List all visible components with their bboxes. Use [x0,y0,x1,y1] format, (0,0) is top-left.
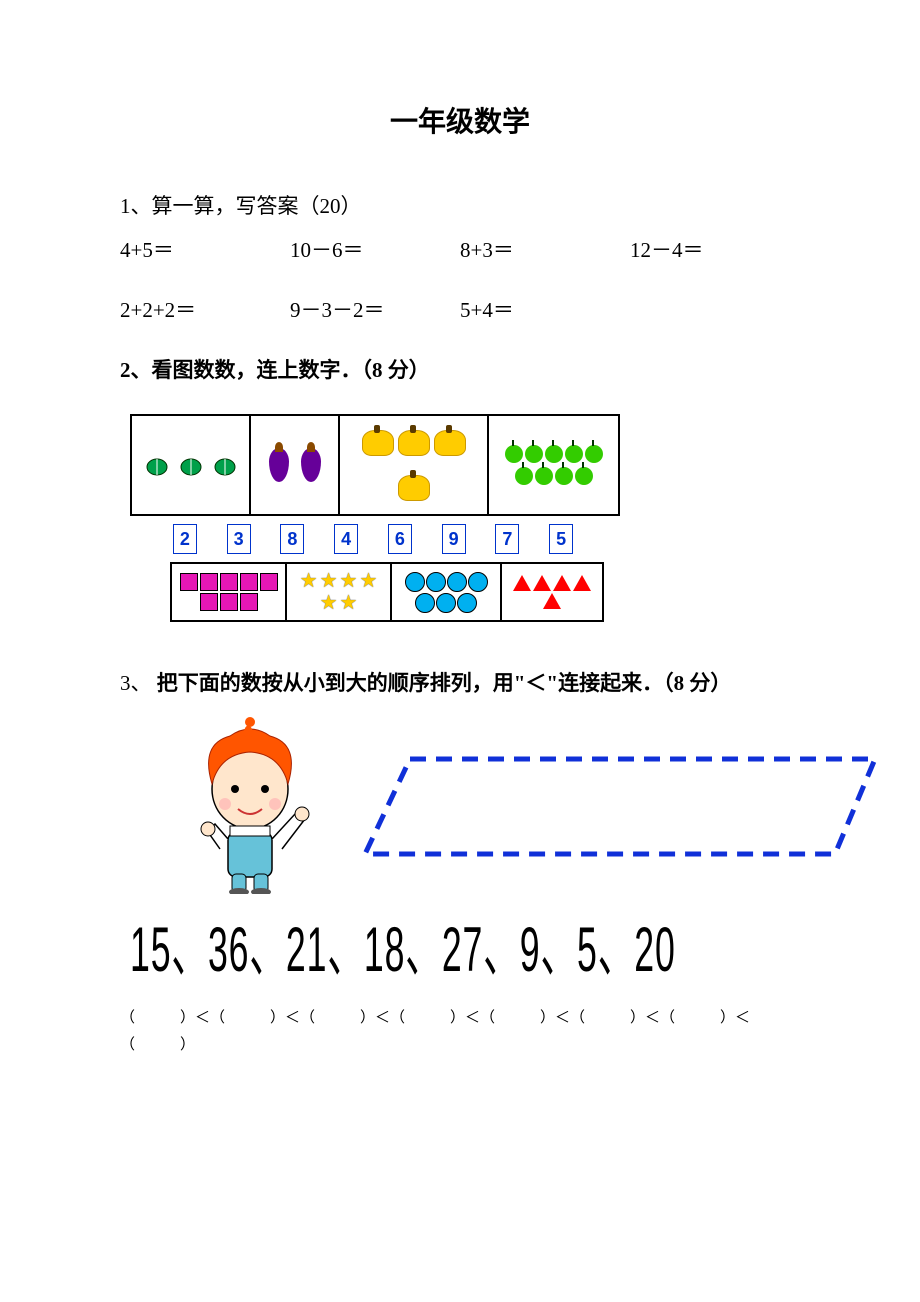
q3-number: 3、 [120,671,152,695]
q2-top-row [130,414,620,516]
q2-numbers-row: 2 3 8 4 6 9 7 5 [130,516,598,562]
number-box: 2 [173,524,197,554]
square-icon [180,573,198,591]
star-icon: ★ [340,571,358,591]
star-icon: ★ [320,571,338,591]
q1-eq: 8+3＝ [460,234,630,264]
number-box: 7 [495,524,519,554]
vegetable-icon [211,453,239,477]
number-box: 8 [280,524,304,554]
q3-blanks: （ ）＜（ ）＜（ ）＜（ ）＜（ ）＜（ ）＜（ ）＜（ ） [120,1005,800,1059]
apple-icon [555,467,573,485]
q2-bottom-row: ★ ★ ★ ★ ★ ★ [170,562,604,622]
q1-eq [630,294,800,324]
vegetables-cell [132,416,251,514]
apple-icon [515,467,533,485]
number-box: 3 [227,524,251,554]
q1-eq: 12－4＝ [630,234,800,264]
circle-icon [436,593,456,613]
circle-icon [457,593,477,613]
star-icon: ★ [340,593,358,613]
square-icon [200,593,218,611]
number-box: 6 [388,524,412,554]
apple-icon [525,445,543,463]
number-box: 4 [334,524,358,554]
triangle-icon [533,575,551,591]
q2-heading: 2、看图数数，连上数字．（8 分） [120,354,800,384]
square-icon [200,573,218,591]
squares-cell [172,564,287,620]
star-icon: ★ [359,571,377,591]
q1-eq: 10－6＝ [290,234,460,264]
eggplant-icon [301,448,321,482]
q3-figure [120,714,800,894]
pumpkin-icon [362,430,394,456]
apple-icon [575,467,593,485]
star-icon: ★ [320,593,338,613]
apple-icon [545,445,563,463]
apples-cell [489,416,618,514]
circle-icon [415,593,435,613]
pumpkin-icon [434,430,466,456]
eggplants-cell [251,416,340,514]
kid-icon [160,714,340,894]
circle-icon [447,572,467,592]
q3-numbers: 15、36、21、18、27、9、5、20 [130,899,700,991]
square-icon [260,573,278,591]
pumpkin-icon [398,430,430,456]
triangle-icon [543,593,561,609]
q1-eq: 9－3－2＝ [290,294,460,324]
q1-eq: 4+5＝ [120,234,290,264]
square-icon [220,593,238,611]
vegetable-icon [177,453,205,477]
q1-eq: 2+2+2＝ [120,294,290,324]
circle-icon [405,572,425,592]
q3-text: 把下面的数按从小到大的顺序排列，用"＜"连接起来．（8 分） [152,671,732,695]
q1-eq: 5+4＝ [460,294,630,324]
pumpkin-icon [398,475,430,501]
star-icon: ★ [300,571,318,591]
square-icon [220,573,238,591]
q2-image: 2 3 8 4 6 9 7 5 ★ ★ ★ ★ [130,414,620,622]
triangle-icon [553,575,571,591]
q1-row1: 4+5＝ 10－6＝ 8+3＝ 12－4＝ [120,234,800,264]
circle-icon [426,572,446,592]
apple-icon [565,445,583,463]
apple-icon [585,445,603,463]
circle-icon [468,572,488,592]
triangle-icon [513,575,531,591]
eggplant-icon [269,448,289,482]
apple-icon [505,445,523,463]
triangles-cell [502,564,602,620]
square-icon [240,573,258,591]
q1-row2: 2+2+2＝ 9－3－2＝ 5+4＝ [120,294,800,324]
vegetable-icon [143,453,171,477]
q1-heading: 1、算一算，写答案（20） [120,190,800,220]
page-title: 一年级数学 [120,100,800,140]
number-box: 9 [442,524,466,554]
triangle-icon [573,575,591,591]
q3-heading: 3、 把下面的数按从小到大的顺序排列，用"＜"连接起来．（8 分） [120,662,800,704]
pumpkins-cell [340,416,489,514]
square-icon [240,593,258,611]
apple-icon [535,467,553,485]
dashed-box [360,754,880,859]
circles-cell [392,564,502,620]
number-box: 5 [549,524,573,554]
stars-cell: ★ ★ ★ ★ ★ ★ [287,564,392,620]
